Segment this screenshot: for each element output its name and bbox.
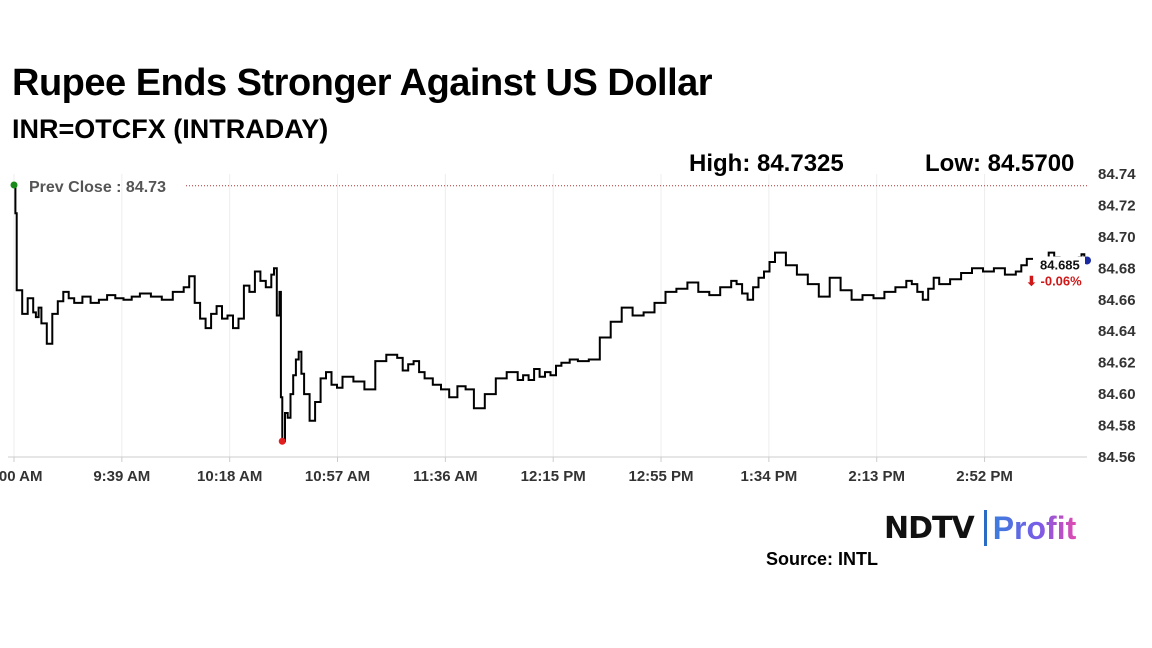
last-value-label: 84.685 (1040, 257, 1080, 272)
series-line-usd-inr (14, 184, 1088, 443)
ndtv-profit-logo: NDTV Profit (884, 506, 1076, 550)
x-tick-label: 12:55 PM (629, 468, 694, 485)
y-tick-label: 84.58 (1098, 418, 1136, 435)
logo-separator (983, 510, 987, 546)
y-tick-label: 84.64 (1098, 323, 1136, 340)
x-tick-label: 9:39 AM (93, 468, 150, 485)
prev-close-label: Prev Close : 84.73 (29, 179, 166, 196)
low-point-marker (278, 437, 286, 445)
y-tick-label: 84.72 (1098, 197, 1136, 214)
start-point-marker (10, 181, 18, 189)
x-tick-label: 10:57 AM (305, 468, 370, 485)
logo-ndtv-text: NDTV (884, 510, 975, 546)
y-tick-label: 84.68 (1098, 260, 1136, 277)
chart-title: Rupee Ends Stronger Against US Dollar (12, 62, 713, 104)
grid-layer (13, 174, 986, 457)
y-tick-layer: 84.74 84.72 84.70 84.68 84.66 84.64 84.62 84.60… (1098, 166, 1136, 466)
y-tick-label: 84.60 (1098, 386, 1136, 403)
high-value: High: 84.7325 (689, 150, 844, 177)
y-tick-label: 84.70 (1098, 229, 1136, 246)
x-tick-label: 9:00 AM (0, 468, 42, 485)
x-tick-label: 2:52 PM (956, 468, 1013, 485)
source-credit: Source: INTL (766, 549, 879, 569)
x-tick-layer: 9:00 AM 9:39 AM 10:18 AM 10:57 AM 11:36 AM 12… (0, 457, 1013, 485)
y-tick-label: 84.74 (1098, 166, 1136, 183)
chart-subtitle: INR=OTCFX (INTRADAY) (12, 114, 329, 144)
x-tick-label: 2:13 PM (848, 468, 905, 485)
x-tick-label: 1:34 PM (741, 468, 798, 485)
logo-profit-text: Profit (992, 509, 1077, 546)
x-tick-label: 12:15 PM (521, 468, 586, 485)
low-value: Low: 84.5700 (925, 150, 1075, 177)
y-tick-label: 84.62 (1098, 355, 1136, 372)
x-tick-label: 10:18 AM (197, 468, 262, 485)
x-tick-label: 11:36 AM (413, 468, 477, 485)
y-tick-label: 84.66 (1098, 292, 1136, 309)
last-value-box (1033, 256, 1085, 291)
y-tick-label: 84.56 (1098, 449, 1136, 466)
last-change-label: ⬇ -0.06% (1026, 273, 1082, 288)
